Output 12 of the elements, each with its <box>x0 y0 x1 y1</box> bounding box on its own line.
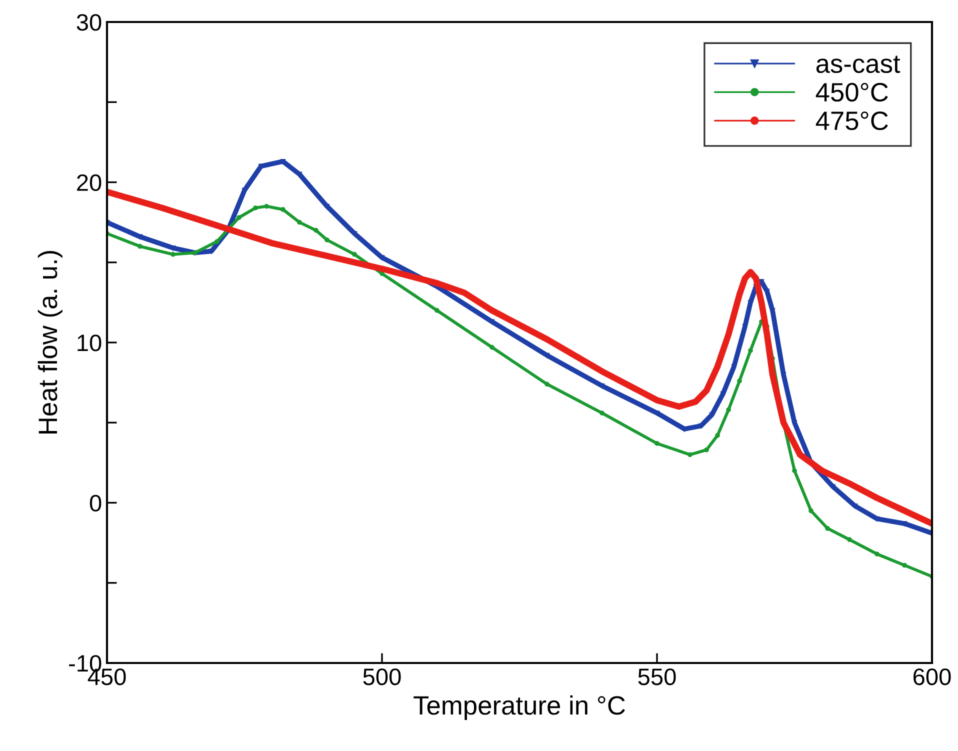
x-tick-label: 500 <box>363 668 401 686</box>
y-tick-label: 10 <box>78 334 102 352</box>
x-axis-title: Temperature in °C <box>414 695 625 720</box>
legend-label: 475°C <box>816 111 888 130</box>
legend-label: as-cast <box>816 56 900 74</box>
x-tick-label: 600 <box>914 668 951 686</box>
y-tick-label: 30 <box>76 14 102 31</box>
y-tick-label: 0 <box>90 494 102 512</box>
y-axis-title: Heat flow (a. u.) <box>38 251 62 434</box>
y-tick-label: 20 <box>77 174 102 192</box>
x-tick-label: 550 <box>638 668 676 686</box>
legend-label: 450°C <box>816 82 888 102</box>
